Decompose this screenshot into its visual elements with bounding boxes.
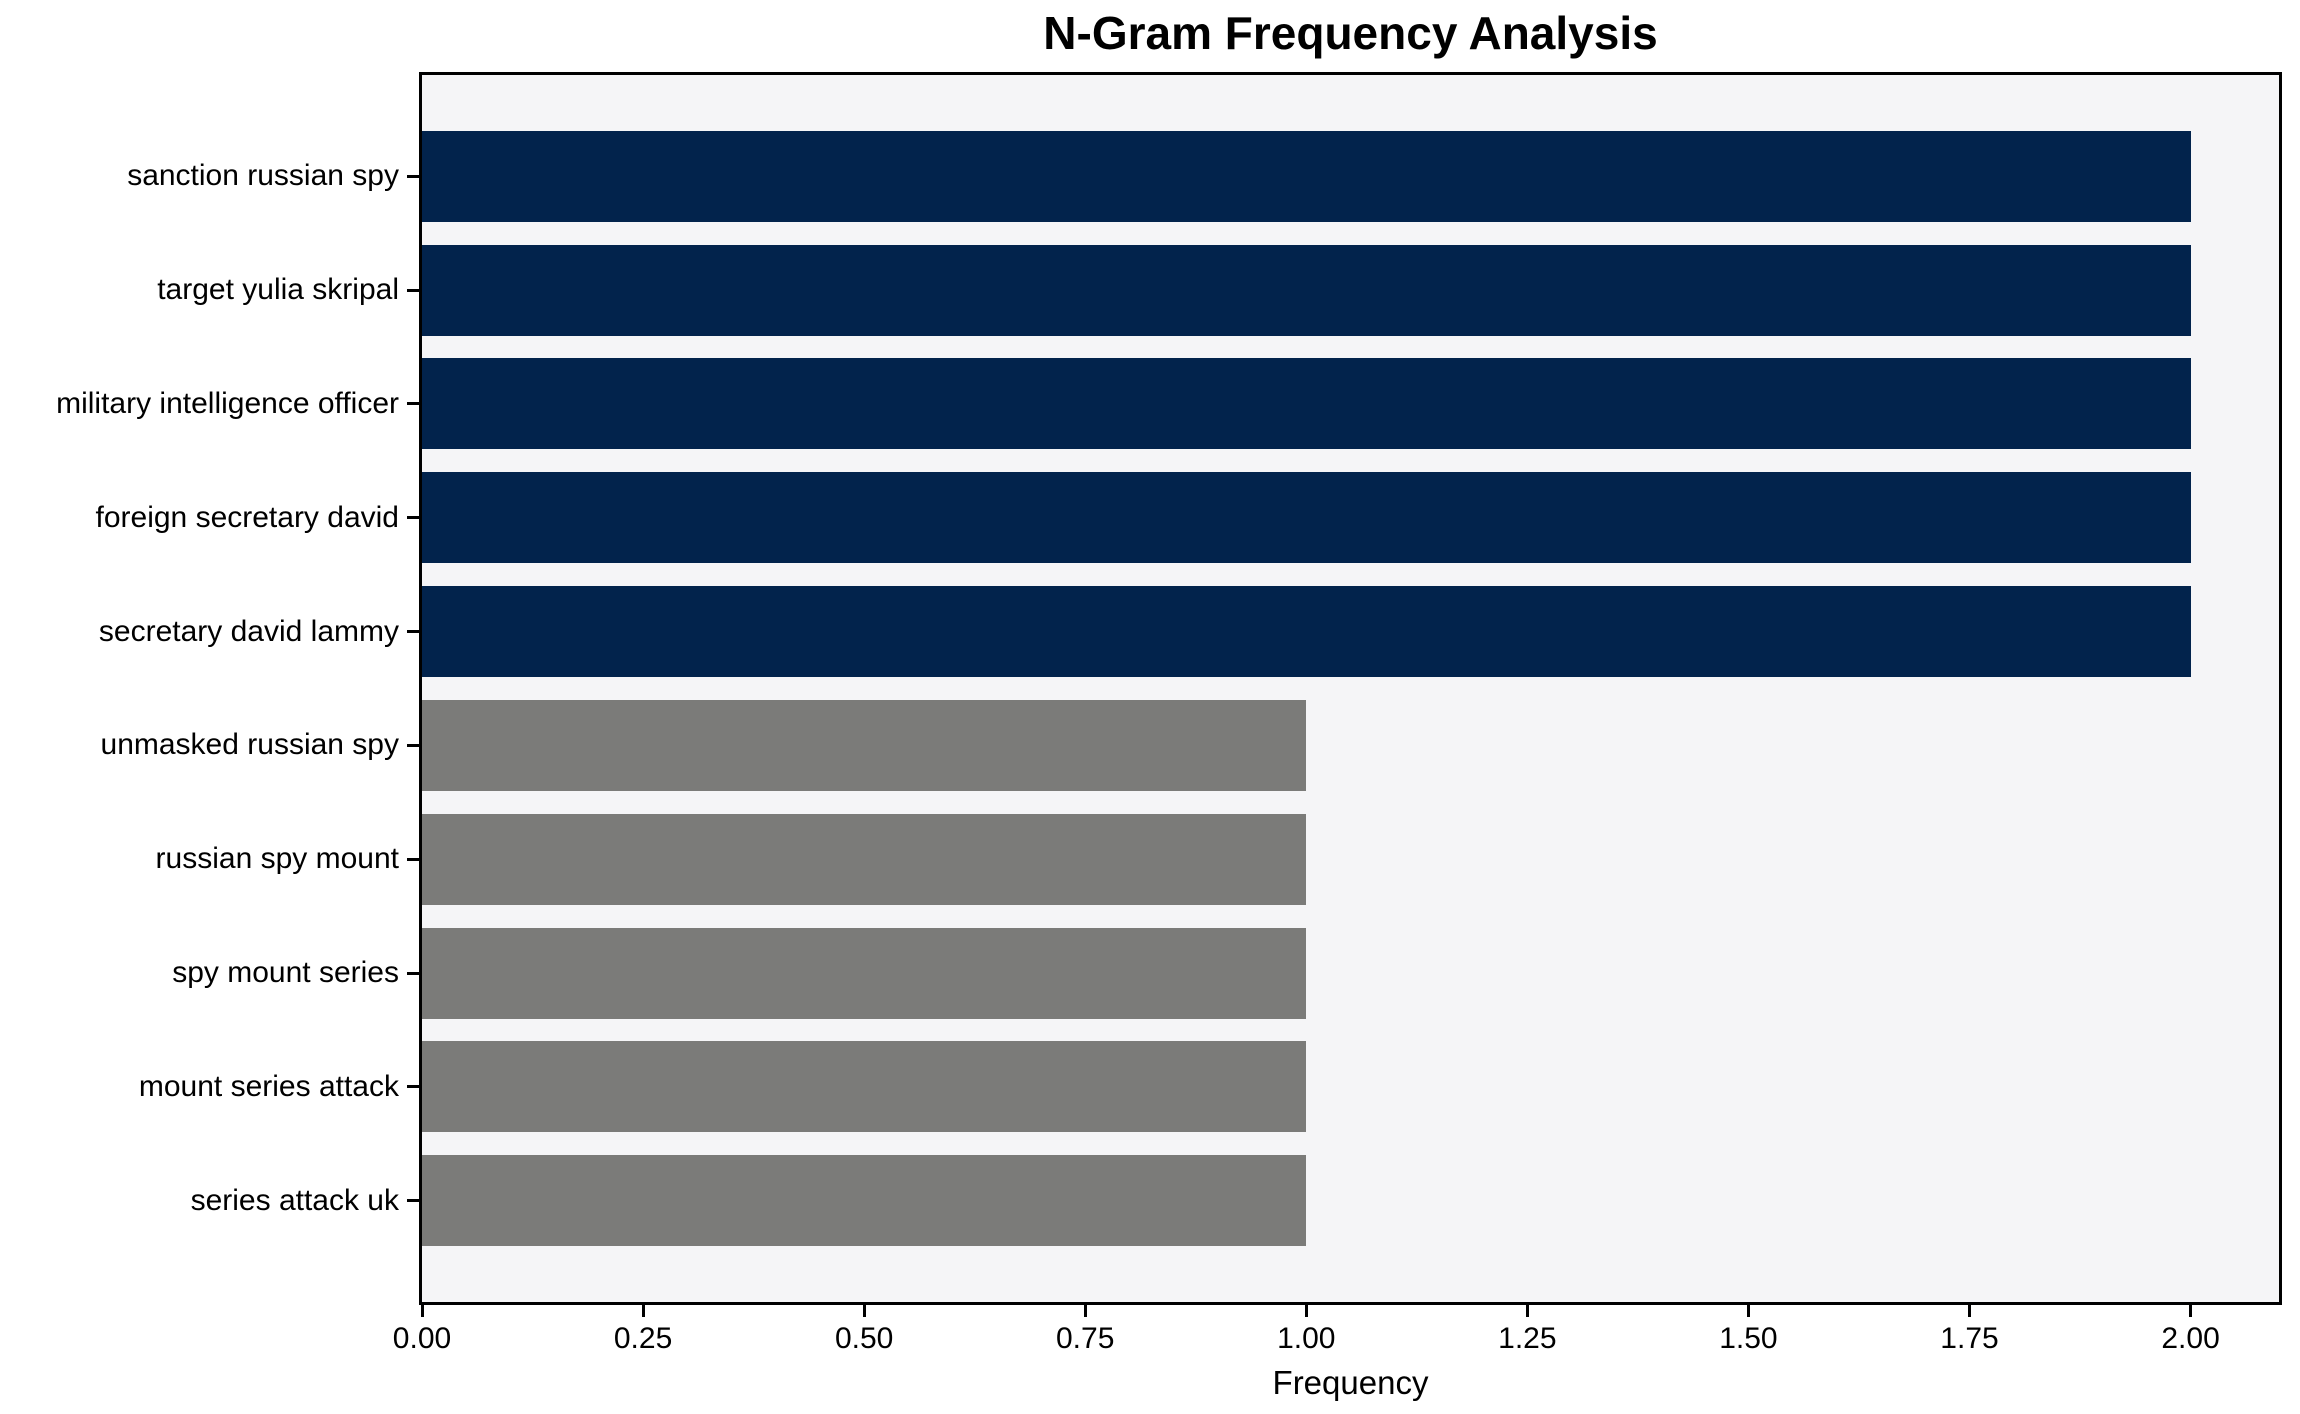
bar <box>422 927 1307 1019</box>
bar <box>422 244 2191 336</box>
bar <box>422 1155 1307 1247</box>
chart-title: N-Gram Frequency Analysis <box>1043 7 1658 59</box>
x-tick-mark <box>641 1305 645 1317</box>
y-tick-label: spy mount series <box>172 956 399 990</box>
y-tick-label: sanction russian spy <box>127 159 399 193</box>
y-tick-label: foreign secretary david <box>95 500 400 534</box>
y-tick-label: target yulia skripal <box>157 273 399 307</box>
bar <box>422 586 2191 678</box>
x-tick-mark <box>2189 1305 2193 1317</box>
y-tick-mark <box>407 971 419 975</box>
y-tick-mark <box>407 516 419 520</box>
x-tick-label: 1.50 <box>1719 1322 1778 1355</box>
x-axis-label: Frequency <box>1272 1364 1429 1401</box>
y-tick-label: series attack uk <box>190 1183 399 1217</box>
y-tick-mark <box>407 174 419 178</box>
x-tick-mark <box>1304 1305 1308 1317</box>
y-tick-mark <box>407 402 419 406</box>
x-tick-label: 2.00 <box>2161 1322 2220 1355</box>
x-tick-mark <box>862 1305 866 1317</box>
y-tick-mark <box>407 1085 419 1089</box>
x-tick-mark <box>1083 1305 1087 1317</box>
bar <box>422 813 1307 905</box>
x-tick-label: 0.25 <box>613 1322 673 1355</box>
y-tick-mark <box>407 288 419 292</box>
x-tick-label: 0.75 <box>1056 1322 1115 1355</box>
y-tick-label: secretary david lammy <box>98 614 399 648</box>
x-tick-mark <box>1525 1305 1529 1317</box>
x-tick-label: 0.00 <box>392 1322 452 1355</box>
x-tick-label: 1.75 <box>1940 1322 1999 1355</box>
plot-area <box>419 72 2282 1305</box>
x-tick-mark <box>1968 1305 1971 1317</box>
y-tick-mark <box>407 630 419 634</box>
y-tick-label: russian spy mount <box>155 842 399 876</box>
bar <box>422 130 2191 222</box>
x-tick-label: 1.00 <box>1277 1322 1336 1355</box>
y-tick-label: military intelligence officer <box>56 386 399 420</box>
bar <box>422 472 2191 564</box>
x-tick-label: 1.25 <box>1498 1322 1557 1355</box>
bar <box>422 699 1307 791</box>
y-tick-label: unmasked russian spy <box>100 728 399 762</box>
x-tick-mark <box>1746 1305 1750 1317</box>
x-tick-mark <box>420 1305 424 1317</box>
y-tick-label: mount series attack <box>138 1069 399 1103</box>
x-tick-label: 0.50 <box>834 1322 894 1355</box>
y-tick-mark <box>407 857 419 861</box>
bar <box>422 358 2191 450</box>
y-tick-mark <box>407 1199 419 1203</box>
bar <box>422 1041 1307 1133</box>
y-tick-mark <box>407 743 419 747</box>
